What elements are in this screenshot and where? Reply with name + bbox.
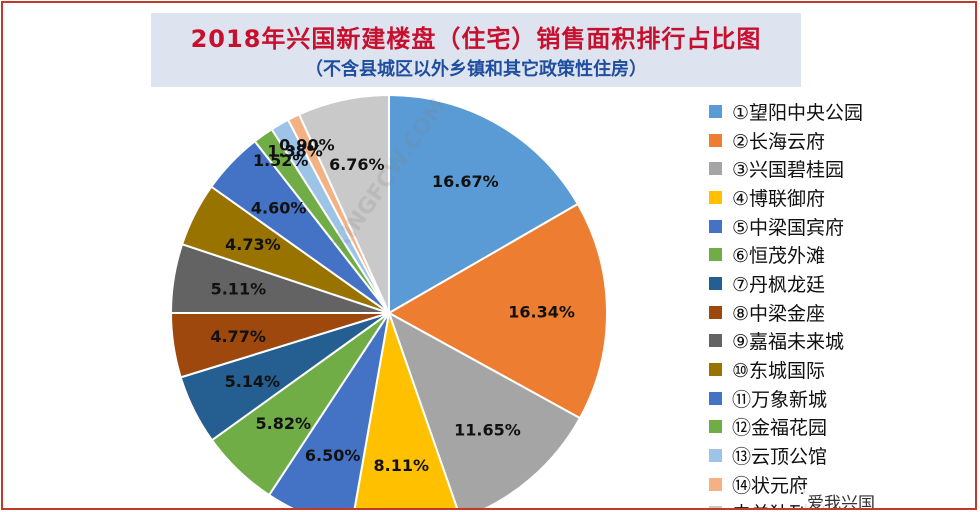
watermark-badge: 爱我兴国 (803, 489, 879, 508)
legend-label: ⑦丹枫龙廷 (732, 273, 826, 296)
slice-value-label: 6.76% (329, 155, 385, 174)
legend-item: 未单独列出 (709, 499, 975, 508)
legend-swatch (709, 363, 722, 377)
slice-value-label: 1.52% (253, 151, 309, 170)
slice-value-label: 16.34% (508, 302, 575, 321)
legend-item: ⑧中梁金座 (709, 298, 975, 327)
pie-slice (353, 309, 459, 508)
legend-label: ②长海云府 (732, 130, 826, 153)
legend-swatch (709, 162, 722, 176)
legend-item: ⑥恒茂外滩 (709, 240, 975, 269)
chart-subtitle: （不含县城区以外乡镇和其它政策性住房） (305, 59, 647, 80)
legend-swatch (709, 276, 722, 290)
legend-swatch (709, 190, 722, 204)
slice-value-label: 4.77% (210, 327, 266, 346)
slice-value-label: 0.90% (279, 135, 335, 154)
slice-value-label: 4.73% (225, 235, 281, 254)
slice-value-label: 5.11% (211, 280, 267, 299)
legend-label: ⑨嘉福未来城 (732, 331, 845, 354)
legend-swatch (709, 449, 722, 463)
legend-item: ⑬云顶公馆 (709, 441, 975, 470)
slice-value-label: 1.38% (267, 142, 323, 161)
legend-item: ⑨嘉福未来城 (709, 327, 975, 356)
legend-item: ①望阳中央公园 (709, 97, 975, 126)
legend-swatch (709, 104, 722, 118)
legend-swatch (709, 133, 722, 147)
legend-swatch (709, 219, 722, 233)
chart-title: 2018年兴国新建楼盘（住宅）销售面积排行占比图 (190, 25, 762, 53)
legend-swatch (709, 334, 722, 348)
slice-value-label: 5.82% (256, 414, 312, 433)
legend-label: ⑧中梁金座 (732, 302, 826, 325)
pie-slice (386, 202, 608, 420)
legend-item: ④博联御府 (709, 183, 975, 212)
legend-item: ⑦丹枫龙廷 (709, 269, 975, 298)
slice-value-label: 11.65% (454, 421, 521, 440)
pie-chart: XINGFCW.COM16.67%16.34%11.65%8.11%6.50%5… (169, 93, 608, 508)
legend-swatch (709, 477, 722, 491)
legend-swatch (709, 506, 722, 508)
legend-label: ⑬云顶公馆 (732, 446, 828, 469)
legend-item: ②长海云府 (709, 126, 975, 155)
legend-swatch (709, 248, 722, 262)
pie-slice (387, 310, 582, 508)
slice-value-label: 4.60% (251, 199, 307, 218)
legend-label: ③兴国碧桂园 (732, 159, 845, 182)
legend-item: ⑤中梁国宾府 (709, 212, 975, 241)
slice-value-label: 5.14% (225, 372, 281, 391)
legend-item: ③兴国碧桂园 (709, 154, 975, 183)
legend-label: ④博联御府 (732, 187, 826, 210)
legend-label: ⑥恒茂外滩 (732, 245, 826, 268)
slice-value-label: 16.67% (432, 172, 499, 191)
legend-label: ⑭状元府 (732, 474, 809, 497)
legend-label: 未单独列出 (732, 499, 827, 508)
legend-swatch (709, 420, 722, 434)
legend-item: ⑪万象新城 (709, 384, 975, 413)
legend-label: ⑪万象新城 (732, 388, 828, 411)
slice-value-label: 8.11% (374, 456, 430, 475)
legend-item: ⑭状元府 (709, 470, 975, 499)
legend-label: ⑫金福花园 (732, 417, 828, 440)
pie-slice (297, 93, 390, 314)
legend-swatch (709, 305, 722, 319)
legend: ①望阳中央公园 ②长海云府 ③兴国碧桂园 ④博联御府 ⑤中梁国宾府 ⑥恒茂外滩 ⑦丹枫龙廷 ⑧… (709, 97, 975, 508)
title-box: 2018年兴国新建楼盘（住宅）销售面积排行占比图 （不含县城区以外乡镇和其它政策… (151, 13, 801, 87)
legend-label: ①望阳中央公园 (732, 101, 864, 124)
legend-label: ⑤中梁国宾府 (732, 216, 845, 239)
legend-item: ⑩东城国际 (709, 355, 975, 384)
legend-item: ⑫金福花园 (709, 413, 975, 442)
pie-slice (388, 93, 580, 315)
legend-swatch (709, 391, 722, 405)
slice-value-label: 6.50% (305, 446, 361, 465)
legend-label: ⑩东城国际 (732, 360, 826, 383)
